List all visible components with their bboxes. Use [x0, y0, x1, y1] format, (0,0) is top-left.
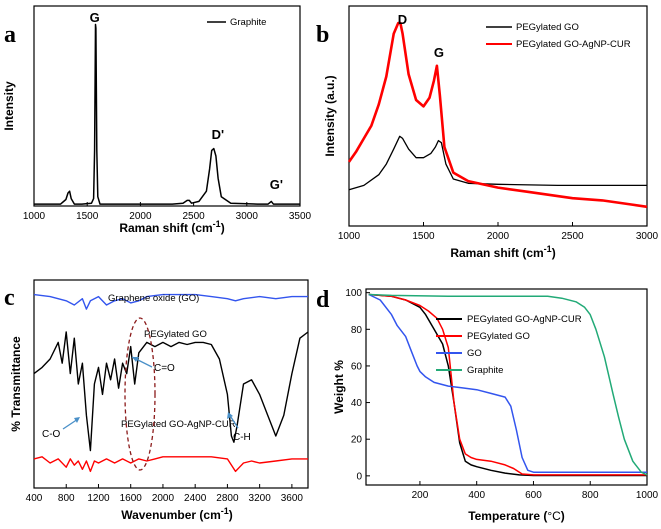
series-line-d-1: [368, 293, 647, 476]
series-line-c-2: [33, 456, 308, 473]
annotation-c-eq-o: C=O: [154, 363, 175, 374]
arrow-c-o: [62, 418, 79, 430]
peak-label-Dprime: D': [212, 127, 224, 142]
x-tick-label-a-2: 2000: [129, 211, 152, 222]
peak-label-D: D: [398, 12, 407, 27]
annotation-c-h: C-H: [233, 432, 251, 443]
x-axis-label-b: Raman shift (cm-1): [450, 244, 555, 260]
peak-label-G: G: [434, 45, 444, 60]
legend-label-d-0: PEGylated GO-AgNP-CUR: [467, 314, 582, 325]
x-tick-label-b-1: 1500: [412, 231, 435, 242]
y-axis-label-b: Intensity (a.u.): [323, 75, 337, 156]
x-tick-label-c-3: 1600: [120, 493, 143, 504]
y-tick-label-d-3: 60: [351, 361, 363, 372]
curve-label-pegylated-go-agnp-cur: PEGylated GO-AgNP-CUR: [121, 419, 236, 430]
series-line-c-0: [33, 293, 308, 310]
legend-label-d-1: PEGylated GO: [467, 331, 530, 342]
peak-label-G: G: [90, 10, 100, 25]
x-tick-label-c-6: 2800: [216, 493, 239, 504]
x-axis-label-superscript: -1: [544, 244, 552, 254]
annotation-c-o: C-O: [42, 429, 61, 440]
x-axis-label-text: Raman shift (cm: [119, 221, 212, 235]
y-tick-label-d-0: 0: [356, 471, 362, 482]
x-axis-label-close: ): [561, 509, 565, 523]
x-tick-label-d-2: 600: [525, 490, 542, 501]
y-axis-label-c: % Transmittance: [9, 336, 23, 432]
x-tick-label-d-3: 800: [582, 490, 599, 501]
plot-frame-c: [33, 279, 309, 489]
series-line-b-0: [348, 135, 647, 191]
x-tick-label-a-3: 2500: [182, 211, 205, 222]
curve-label-pegylated-go: PEGylated GO: [144, 329, 207, 340]
x-tick-label-a-4: 3000: [236, 211, 259, 222]
y-tick-label-d-4: 80: [351, 325, 363, 336]
x-axis-label-superscript: -1: [221, 506, 229, 516]
plot-frame-d: [365, 288, 648, 486]
x-axis-label-superscript: -1: [213, 219, 221, 229]
panel-letter-c: c: [4, 285, 15, 311]
x-tick-label-d-0: 200: [412, 490, 429, 501]
y-tick-label-d-5: 100: [345, 288, 362, 299]
x-axis-label-text: Raman shift (cm: [450, 246, 543, 260]
panel-a: 1000 1500 2000 2500 3000 3500 Raman shift (cm-…: [2, 5, 312, 235]
curve-label-go: Graphene oxide (GO): [108, 293, 199, 304]
x-tick-label-c-0: 400: [26, 493, 43, 504]
y-axis-label-d: Weight %: [332, 360, 346, 414]
x-tick-label-b-4: 3000: [636, 231, 659, 242]
x-tick-label-c-8: 3600: [281, 493, 304, 504]
x-tick-label-b-0: 1000: [338, 231, 361, 242]
y-axis-label-a: Intensity: [2, 81, 16, 131]
x-tick-label-a-0: 1000: [23, 211, 46, 222]
x-tick-label-c-4: 2000: [152, 493, 175, 504]
series-line-d-3: [368, 293, 648, 476]
x-axis-label-unit: °C: [547, 509, 561, 523]
legend-label-pegylated-go-agnp-cur: PEGylated GO-AgNP-CUR: [516, 39, 631, 50]
x-axis-label-c: Wavenumber (cm-1): [121, 506, 233, 522]
highlight-ellipse: [124, 317, 156, 471]
panel-c: 400 800 1200 1600 2000 2400 2800 3200 3600 Wavenu…: [4, 279, 309, 522]
series-line-a-0: [34, 23, 300, 205]
arrowhead-c-o: [74, 417, 80, 423]
legend-label-graphite: Graphite: [230, 17, 266, 28]
x-axis-label-close: ): [552, 246, 556, 260]
panel-letter-a: a: [4, 22, 16, 48]
legend-label-pegylated-go: PEGylated GO: [516, 22, 579, 33]
panel-letter-d: d: [316, 287, 330, 313]
y-tick-label-d-2: 40: [351, 398, 363, 409]
x-tick-label-c-5: 2400: [184, 493, 207, 504]
series-line-d-2: [368, 293, 647, 473]
y-tick-label-d-1: 20: [351, 435, 363, 446]
x-tick-label-c-2: 1200: [87, 493, 110, 504]
x-tick-label-b-3: 2500: [561, 231, 584, 242]
panel-d: 200 400 600 800 1000 0 20 40 60 80 100 Temperature …: [316, 287, 659, 523]
series-line-c-1: [33, 331, 309, 452]
panel-letter-b: b: [316, 22, 329, 48]
series-line-b-red-0: [347, 21, 648, 209]
x-tick-label-b-2: 2000: [487, 231, 510, 242]
legend-label-d-3: Graphite: [467, 365, 503, 376]
x-axis-label-text: Wavenumber (cm: [121, 508, 221, 522]
x-axis-label-close: ): [221, 221, 225, 235]
x-axis-label-a: Raman shift (cm-1): [119, 219, 224, 235]
x-tick-label-a-1: 1500: [76, 211, 99, 222]
x-axis-label-text: Temperature (: [468, 509, 547, 523]
x-axis-label-close: ): [229, 508, 233, 522]
plot-frame-a: [33, 5, 301, 207]
x-tick-label-c-7: 3200: [249, 493, 272, 504]
arrowhead-c-eq-o: [132, 357, 139, 362]
x-tick-label-d-1: 400: [468, 490, 485, 501]
peak-label-Gprime: G': [270, 177, 283, 192]
panel-b: 1000 1500 2000 2500 3000 Raman shift (cm-1) In…: [316, 5, 659, 260]
x-tick-label-d-4: 1000: [636, 490, 659, 501]
arrowhead-c-h: [227, 412, 233, 419]
x-axis-label-d: Temperature (°C): [468, 509, 565, 523]
legend-label-d-2: GO: [467, 348, 482, 359]
x-tick-label-c-1: 800: [58, 493, 75, 504]
x-tick-label-a-5: 3500: [289, 211, 312, 222]
